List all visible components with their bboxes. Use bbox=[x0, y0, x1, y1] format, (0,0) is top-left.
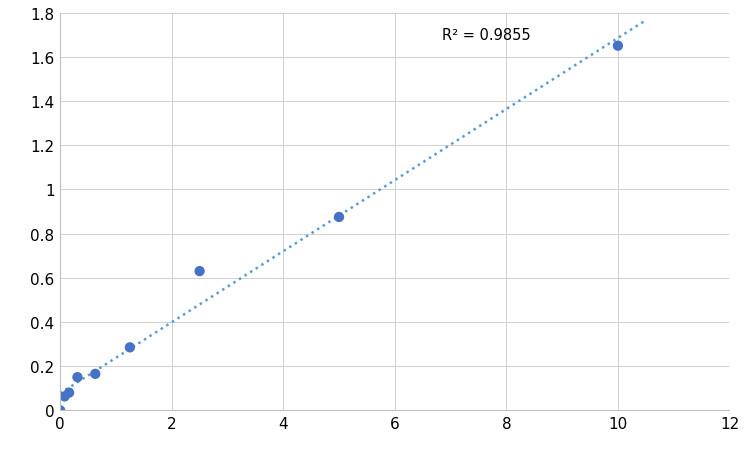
Text: R² = 0.9855: R² = 0.9855 bbox=[442, 28, 531, 43]
Point bbox=[59, 393, 71, 400]
Point bbox=[124, 344, 136, 351]
Point bbox=[193, 268, 205, 275]
Point bbox=[71, 374, 83, 381]
Point bbox=[612, 43, 624, 50]
Point bbox=[54, 407, 66, 414]
Point bbox=[89, 370, 102, 377]
Point bbox=[63, 389, 75, 396]
Point bbox=[333, 214, 345, 221]
